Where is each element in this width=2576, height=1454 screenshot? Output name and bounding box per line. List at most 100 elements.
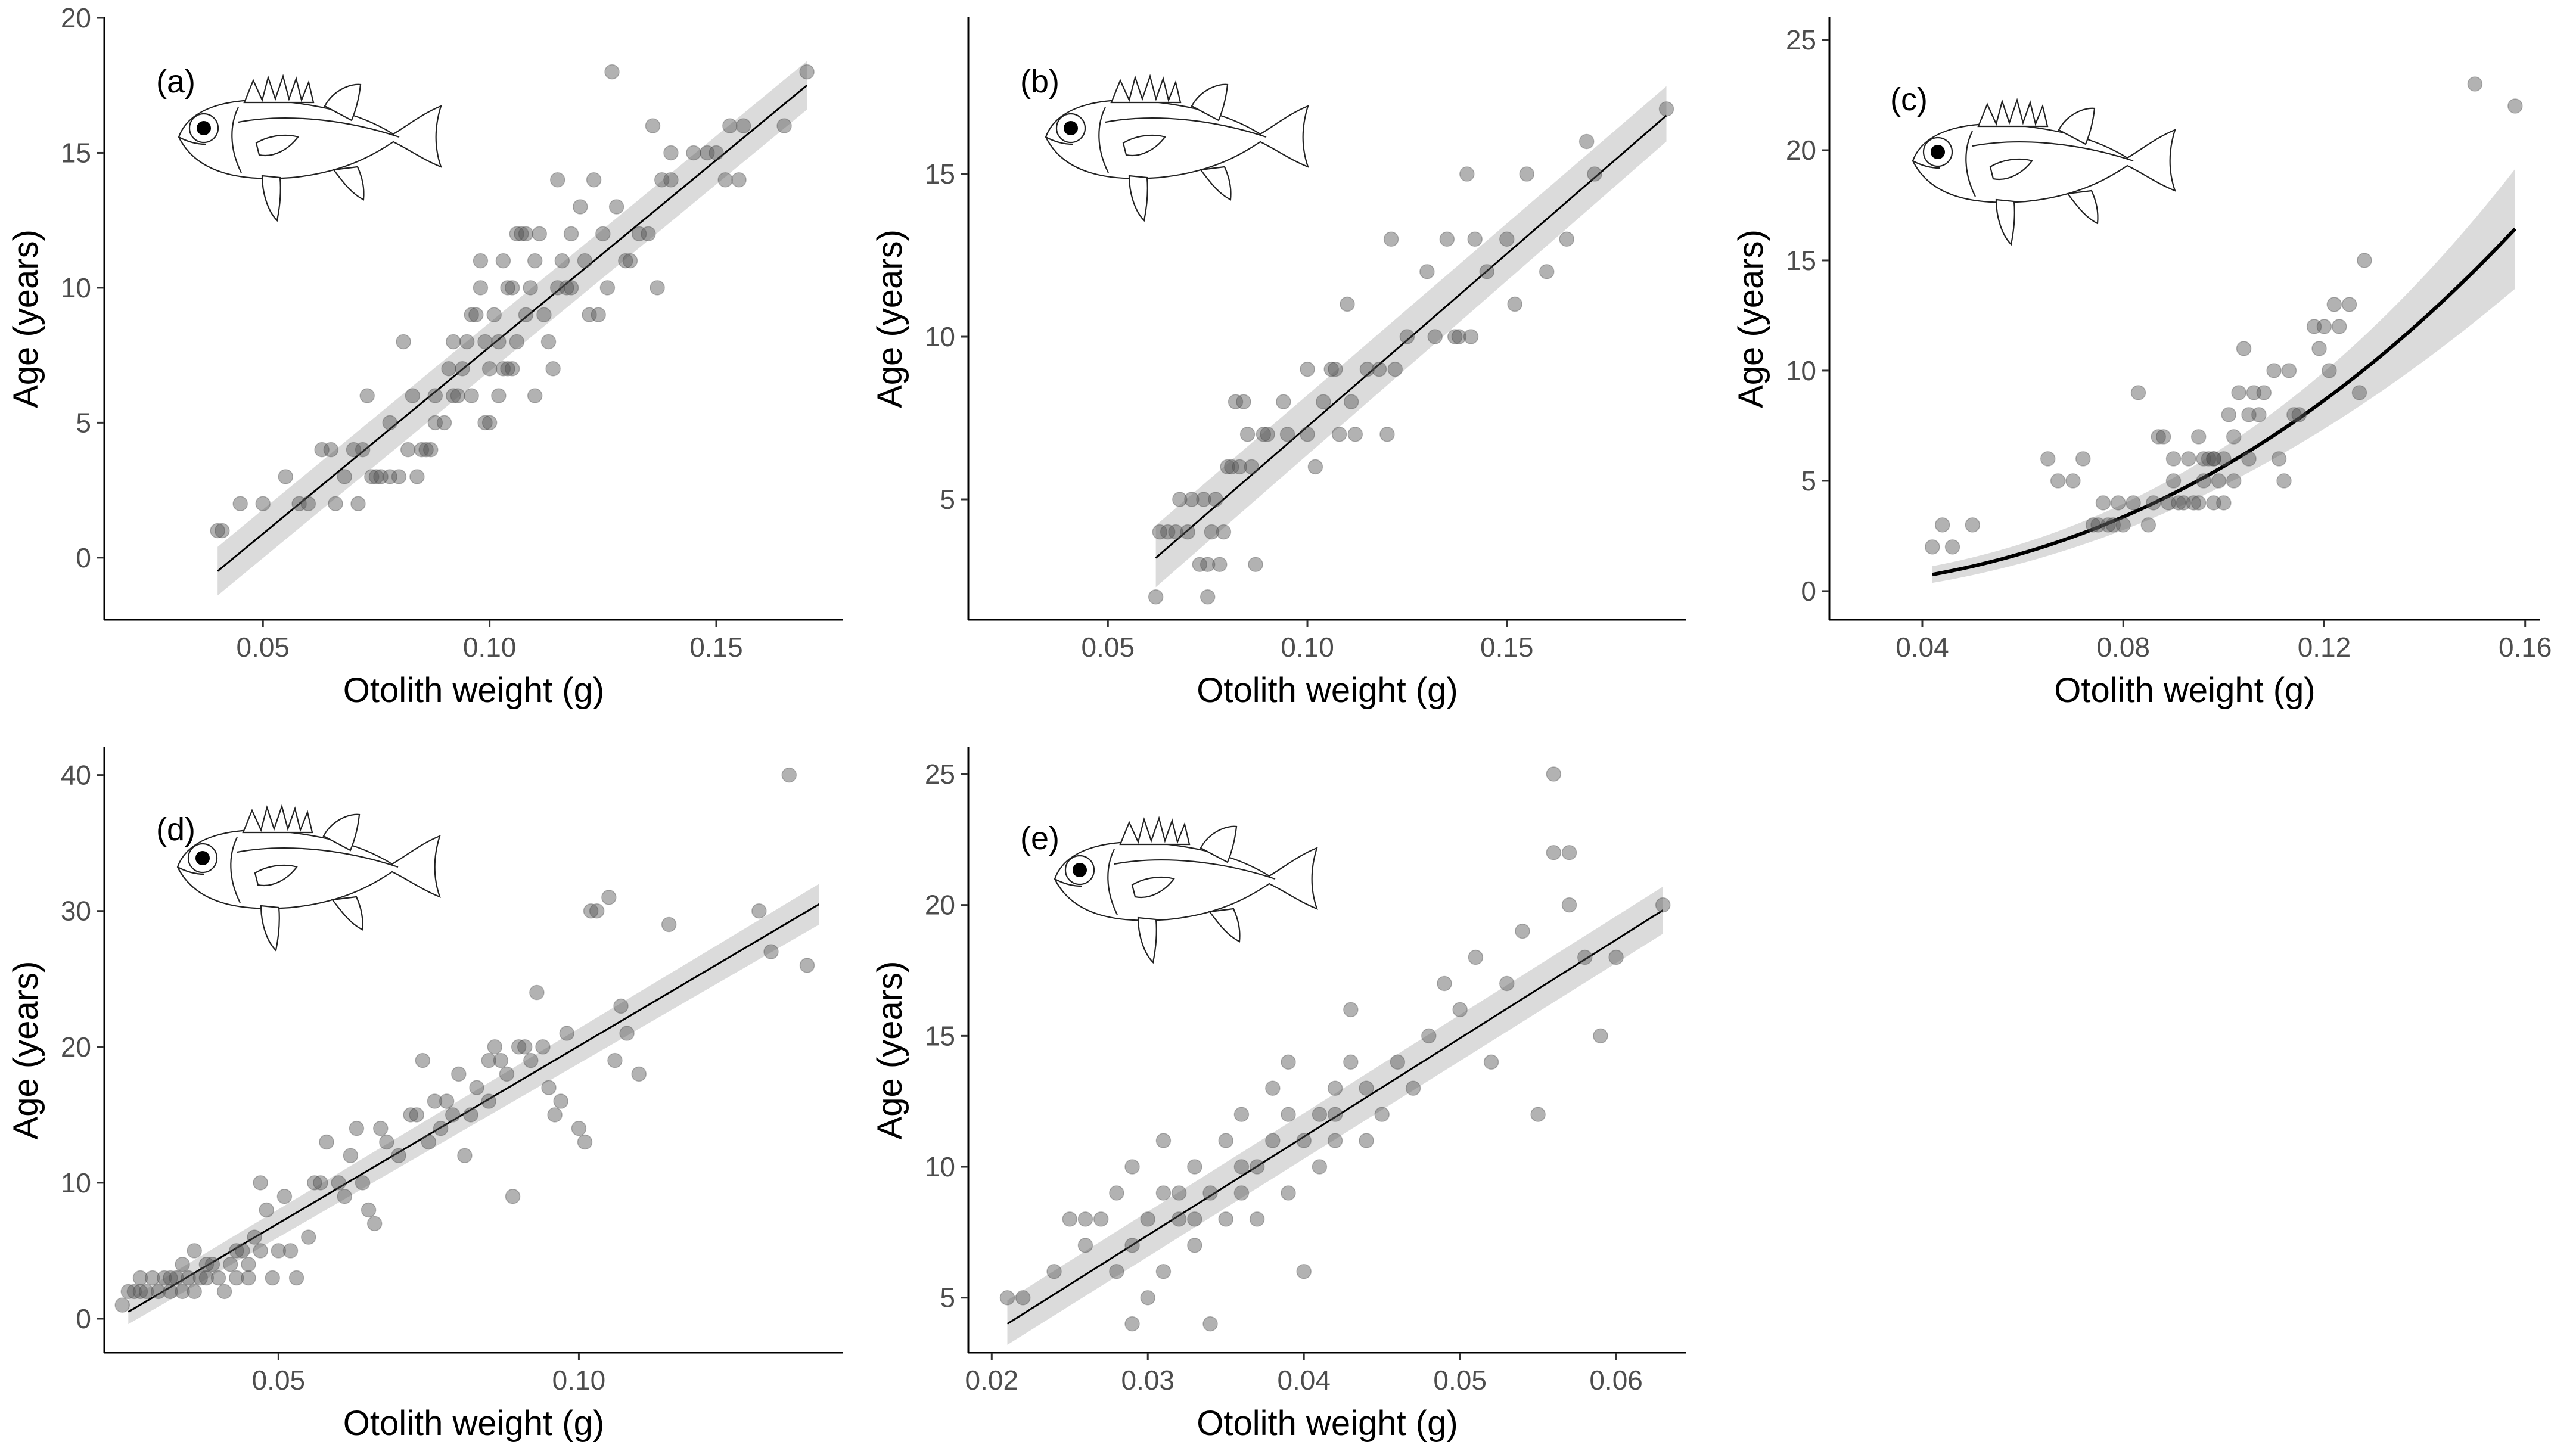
- data-point: [709, 145, 724, 161]
- data-point: [2236, 341, 2252, 356]
- data-point: [613, 998, 629, 1014]
- x-tick-label: 0.10: [463, 632, 517, 663]
- data-point: [518, 307, 534, 322]
- data-point: [1405, 1080, 1421, 1096]
- data-point: [2196, 451, 2211, 467]
- data-point: [1316, 394, 1331, 409]
- data-point: [1202, 1185, 1218, 1201]
- data-point: [541, 1080, 557, 1095]
- data-point: [663, 145, 679, 161]
- data-point: [1281, 1054, 1296, 1070]
- data-point: [1328, 361, 1343, 377]
- data-point: [1312, 1159, 1328, 1175]
- y-tick-label: 15: [61, 137, 91, 168]
- data-point: [1172, 492, 1188, 507]
- data-point: [1171, 1211, 1187, 1227]
- data-point: [1359, 1080, 1374, 1096]
- data-point: [540, 334, 557, 350]
- panel-label-c: (c): [1890, 82, 1928, 117]
- data-point: [455, 361, 470, 377]
- data-point: [2196, 473, 2211, 489]
- data-point: [527, 253, 543, 269]
- data-point: [235, 1243, 250, 1259]
- data-point: [1062, 1211, 1078, 1227]
- y-tick-label: 5: [940, 484, 955, 515]
- data-point: [2221, 407, 2237, 422]
- data-point: [241, 1270, 256, 1286]
- data-point: [1452, 1002, 1468, 1018]
- data-point: [1202, 1316, 1218, 1332]
- data-point: [799, 64, 815, 80]
- data-point: [618, 253, 633, 269]
- data-point: [514, 226, 529, 242]
- data-point: [337, 1188, 353, 1204]
- data-point: [1140, 1290, 1155, 1306]
- data-point: [1228, 394, 1244, 409]
- data-point: [1187, 1238, 1202, 1253]
- data-point: [505, 1188, 521, 1204]
- data-point: [477, 415, 493, 431]
- data-point: [1233, 1107, 1250, 1122]
- data-point: [403, 1107, 418, 1123]
- data-point: [1561, 845, 1577, 860]
- y-tick-label: 15: [925, 159, 955, 189]
- data-point: [255, 496, 271, 511]
- data-point: [132, 1284, 148, 1300]
- data-point: [486, 307, 502, 322]
- data-point: [509, 334, 525, 350]
- fit-line-e: [1006, 909, 1664, 1325]
- data-point: [373, 469, 389, 484]
- data-point: [1220, 459, 1235, 475]
- data-point: [1109, 1264, 1124, 1279]
- data-point: [504, 361, 520, 377]
- data-point: [481, 1093, 496, 1109]
- data-point: [459, 334, 475, 350]
- data-point: [1077, 1238, 1093, 1253]
- data-point: [1236, 394, 1251, 409]
- x-tick-label: 0.04: [1896, 632, 1949, 663]
- data-point: [2226, 429, 2242, 445]
- data-point: [654, 172, 670, 188]
- data-point: [583, 903, 599, 919]
- data-point: [1343, 1054, 1359, 1070]
- panel-label-a: (a): [156, 64, 195, 100]
- data-point: [645, 118, 661, 133]
- data-point: [2211, 473, 2227, 489]
- y-tick-label: 0: [76, 542, 91, 573]
- y-tick-label: 5: [940, 1282, 955, 1313]
- panel-e: 0.02 0.03 0.04 0.05 0.06 5 10 15 20 25 Otolith wei…: [871, 747, 1686, 1443]
- data-point: [355, 1175, 371, 1191]
- data-point: [1437, 975, 1452, 992]
- data-point: [132, 1270, 148, 1286]
- y-tick-label: 25: [1786, 24, 1816, 55]
- data-point: [1467, 231, 1483, 247]
- data-point: [2241, 407, 2257, 422]
- data-point: [1300, 427, 1315, 442]
- data-point: [2286, 407, 2302, 422]
- data-point: [595, 226, 611, 242]
- data-point: [2206, 451, 2221, 467]
- x-tick-label: 0.08: [2096, 632, 2150, 663]
- data-point: [1239, 427, 1256, 442]
- data-point: [511, 1039, 527, 1055]
- data-point: [1934, 517, 1950, 533]
- data-point: [527, 388, 543, 403]
- data-point: [631, 226, 647, 242]
- x-tick-label: 0.10: [1281, 632, 1334, 663]
- y-tick-label: 5: [76, 407, 91, 438]
- data-point: [1546, 845, 1562, 860]
- y-tick-label: 0: [76, 1303, 91, 1334]
- data-point: [504, 280, 520, 296]
- data-point: [2171, 495, 2186, 511]
- data-point: [451, 1066, 467, 1082]
- data-point: [1323, 361, 1339, 377]
- data-point: [2065, 473, 2081, 489]
- y-axis-title-d: Age (years): [7, 961, 45, 1140]
- x-axis-title-b: Otolith weight (g): [1197, 671, 1458, 710]
- data-point: [1232, 459, 1247, 475]
- data-point: [1171, 1185, 1187, 1201]
- data-point: [1608, 949, 1624, 965]
- data-point: [450, 388, 466, 403]
- data-point: [391, 1148, 406, 1164]
- data-point: [1155, 1264, 1172, 1279]
